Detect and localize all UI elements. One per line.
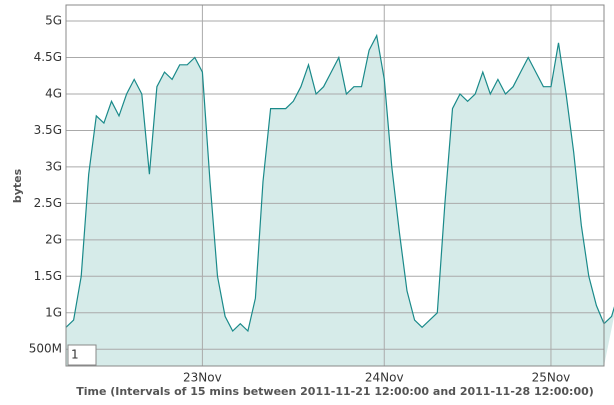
y-tick-label: 5G: [45, 14, 62, 28]
y-tick-label: 4.5G: [34, 50, 62, 64]
line: [65, 33, 614, 333]
x-tick-label: 24Nov: [365, 371, 404, 385]
y-tick-label: 1.5G: [34, 269, 62, 283]
y-tick-label: 2G: [45, 232, 62, 246]
y-tick-label: 1G: [45, 305, 62, 319]
page-box: [67, 344, 97, 366]
area-fill: [66, 35, 614, 366]
y-axis-label: bytes: [11, 168, 24, 203]
y-tick-label: 4G: [45, 86, 62, 100]
y-tick-label: 500M: [29, 342, 62, 356]
page-box-text: 1: [71, 348, 79, 362]
y-tick-label: 3.5G: [34, 123, 62, 137]
x-tick-label: 25Nov: [532, 371, 571, 385]
y-tick-label: 2.5G: [34, 196, 62, 210]
plot-border: [65, 4, 605, 367]
y-tick-label: 3G: [45, 159, 62, 173]
x-tick-label: 23Nov: [183, 371, 222, 385]
x-axis-label: Time (Intervals of 15 mins between 2011-…: [76, 385, 594, 398]
